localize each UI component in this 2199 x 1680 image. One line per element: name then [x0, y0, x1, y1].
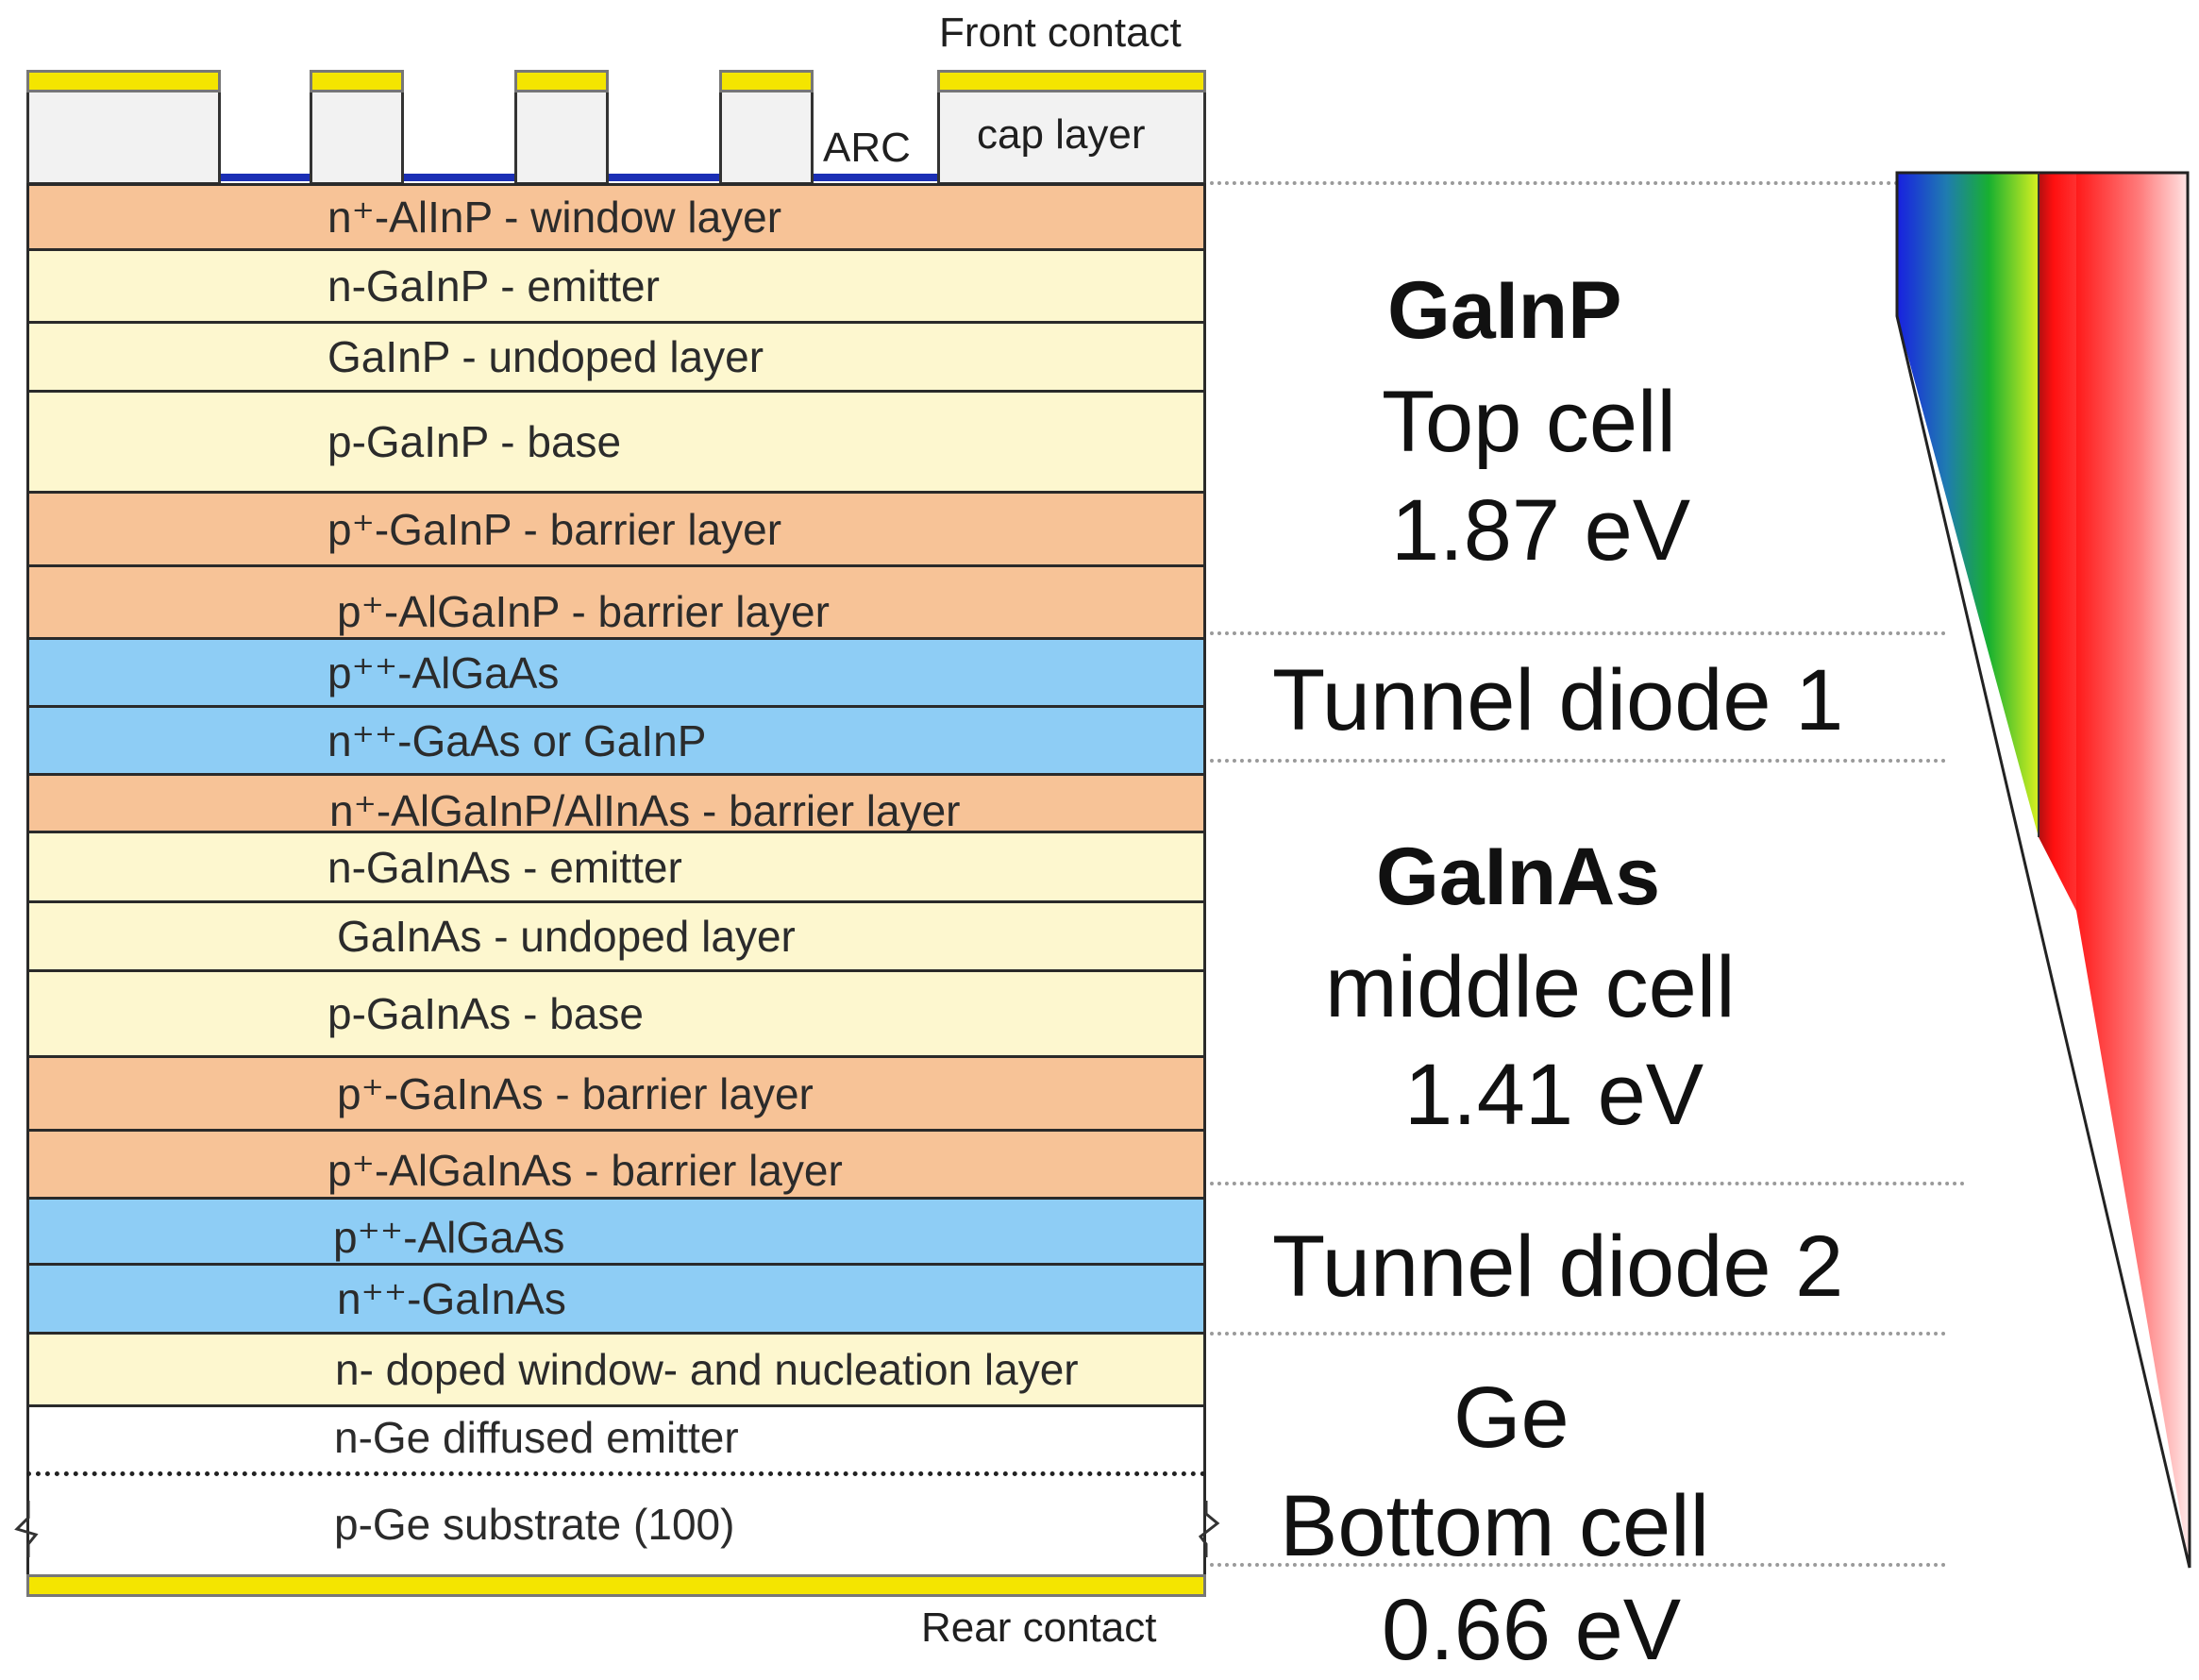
front-contact-finger-1: [26, 70, 221, 92]
front-contact-label: Front contact: [939, 9, 1182, 56]
top-cell-bandgap: 1.87 eV: [1391, 482, 1691, 579]
layer-top-base: p-GaInP - base: [26, 390, 1206, 494]
cap-finger-4: [719, 81, 814, 185]
middle-cell-bandgap: 1.41 eV: [1404, 1047, 1704, 1143]
arc-layer: [221, 174, 310, 181]
arc-layer: [404, 174, 514, 181]
arc-layer: [814, 174, 937, 181]
bottom-cell-name: Bottom cell: [1280, 1478, 1710, 1574]
tunnel-diode-1-label: Tunnel diode 1: [1272, 652, 1844, 748]
arc-label: ARC: [823, 125, 911, 171]
layer-window: n⁺-AlInP - window layer: [26, 183, 1206, 251]
ge-emitter-label: n-Ge diffused emitter: [334, 1413, 739, 1462]
layer-label: p⁺-GaInAs - barrier layer: [337, 1068, 814, 1118]
spectrum-wedge-icon: [1895, 171, 2191, 1569]
wedge-outline: [1895, 171, 2191, 1569]
layer-tunnel2-p: p⁺⁺-AlGaAs: [26, 1197, 1206, 1266]
top-cell-material: GaInP: [1387, 265, 1622, 356]
layer-label: p⁺-AlGaInP - barrier layer: [337, 587, 830, 636]
layer-middle-bsf-2: p⁺-AlGaInAs - barrier layer: [26, 1129, 1206, 1200]
layer-middle-base: p-GaInAs - base: [26, 969, 1206, 1058]
middle-cell-material: GaInAs: [1376, 832, 1661, 922]
front-contact-finger-4: [719, 70, 814, 92]
layer-label: GaInP - undoped layer: [327, 332, 764, 381]
bottom-cell-bandgap: 0.66 eV: [1382, 1582, 1682, 1678]
layer-label: p⁺⁺-AlGaAs: [333, 1212, 565, 1262]
layer-tunnel2-n: n⁺⁺-GaInAs: [26, 1263, 1206, 1335]
break-mark-left-icon: [14, 1501, 39, 1557]
layer-middle-bsf-1: p⁺-GaInAs - barrier layer: [26, 1055, 1206, 1132]
layer-middle-emitter: n-GaInAs - emitter: [26, 831, 1206, 903]
ge-emitter-divider: [26, 1471, 1206, 1476]
guide-line-top-cell: [1210, 631, 1946, 635]
wedge-band-bottom: [2076, 173, 2190, 1568]
guide-line-tunnel2: [1210, 1332, 1946, 1336]
bottom-cell-material: Ge: [1453, 1369, 1570, 1466]
layer-top-undoped: GaInP - undoped layer: [26, 321, 1206, 393]
layer-label: n-GaInP - emitter: [327, 261, 660, 311]
wedge-band-top: [1897, 173, 2039, 837]
layer-label: n⁺-AlGaInP/AlInAs - barrier layer: [329, 786, 961, 835]
layer-label: p⁺-GaInP - barrier layer: [327, 504, 782, 554]
layer-tunnel1-n: n⁺⁺-GaAs or GaInP: [26, 705, 1206, 776]
rear-contact-label: Rear contact: [921, 1604, 1157, 1651]
layer-top-emitter: n-GaInP - emitter: [26, 248, 1206, 324]
layer-label: p-GaInP - base: [327, 417, 622, 466]
layer-middle-undoped: GaInAs - undoped layer: [26, 900, 1206, 972]
layer-label: p⁺-AlGaInAs - barrier layer: [327, 1145, 843, 1195]
layer-top-bsf-2: p⁺-AlGaInP - barrier layer: [26, 564, 1206, 640]
break-mark-right-icon: [1198, 1501, 1220, 1557]
layer-stack: n⁺-AlInP - window layer n-GaInP - emitte…: [26, 0, 1206, 1676]
layer-label: p-GaInAs - base: [327, 989, 644, 1038]
guide-line-middle-cell: [1210, 1182, 1965, 1185]
layer-label: n-GaInAs - emitter: [327, 842, 682, 892]
arc-layer: [609, 174, 719, 181]
wedge-band-middle: [2039, 173, 2076, 911]
middle-cell-name: middle cell: [1325, 939, 1736, 1035]
layer-label: GaInAs - undoped layer: [337, 912, 796, 961]
rear-contact-bar: [26, 1574, 1206, 1597]
layer-label: p⁺⁺-AlGaAs: [327, 647, 560, 697]
front-contact-finger-3: [514, 70, 609, 92]
guide-line-bottom-cell: [1210, 1563, 1946, 1567]
guide-line-cap: [1210, 181, 1899, 185]
front-contact-finger-2: [310, 70, 404, 92]
cap-layer-label: cap layer: [977, 111, 1146, 158]
ge-substrate-label: p-Ge substrate (100): [334, 1500, 735, 1549]
layer-tunnel1-p: p⁺⁺-AlGaAs: [26, 637, 1206, 708]
top-cell-name: Top cell: [1382, 374, 1676, 470]
layer-ge-substrate: [26, 1404, 1206, 1590]
layer-label: n⁺⁺-GaAs or GaInP: [327, 715, 707, 765]
layer-middle-window: n⁺-AlGaInP/AlInAs - barrier layer: [26, 773, 1206, 835]
layer-nucleation: n- doped window- and nucleation layer: [26, 1332, 1206, 1407]
layer-top-bsf-1: p⁺-GaInP - barrier layer: [26, 491, 1206, 567]
layer-label: n⁺-AlInP - window layer: [327, 193, 782, 242]
layer-label: n⁺⁺-GaInAs: [337, 1274, 566, 1323]
front-contact-finger-5: [937, 70, 1206, 92]
tunnel-diode-2-label: Tunnel diode 2: [1272, 1218, 1844, 1315]
layer-label: n- doped window- and nucleation layer: [335, 1345, 1079, 1394]
guide-line-tunnel1: [1210, 759, 1946, 763]
